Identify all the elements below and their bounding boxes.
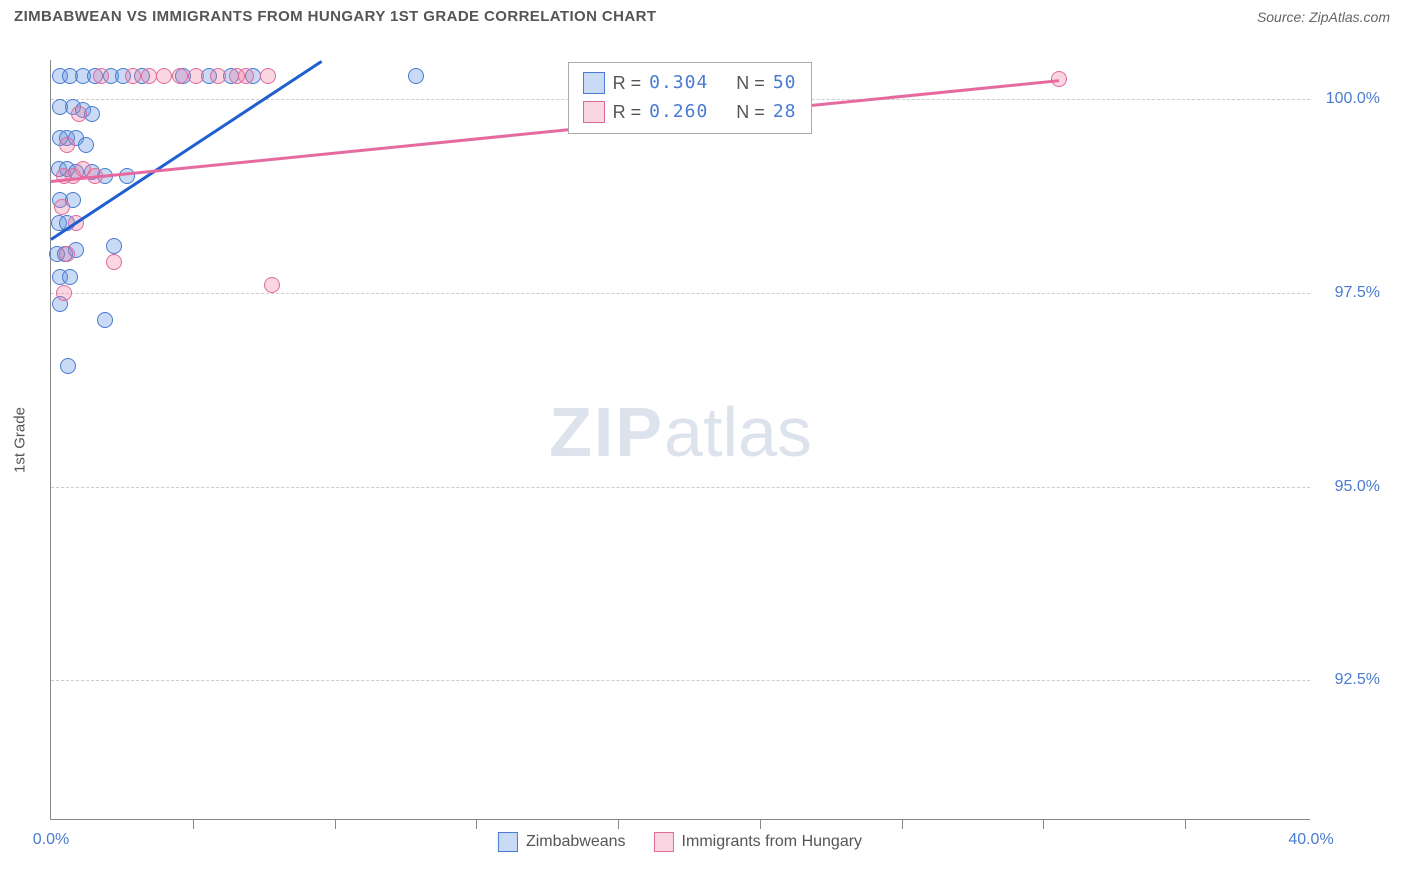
data-point — [59, 246, 75, 262]
x-tick — [618, 819, 619, 829]
legend-item: Zimbabweans — [498, 832, 626, 852]
legend-label: Immigrants from Hungary — [682, 833, 863, 851]
x-tick — [760, 819, 761, 829]
legend-item: Immigrants from Hungary — [654, 832, 863, 852]
stats-swatch — [583, 101, 605, 123]
bottom-legend: Zimbabweans Immigrants from Hungary — [498, 832, 862, 852]
y-axis-label: 1st Grade — [12, 407, 29, 473]
chart-title: ZIMBABWEAN VS IMMIGRANTS FROM HUNGARY 1S… — [14, 8, 656, 25]
data-point — [188, 68, 204, 84]
title-bar: ZIMBABWEAN VS IMMIGRANTS FROM HUNGARY 1S… — [0, 0, 1406, 33]
data-point — [106, 254, 122, 270]
stats-row: R =0.260 N = 28 — [583, 98, 797, 127]
plot-container: 1st Grade ZIPatlas 92.5%95.0%97.5%100.0%… — [50, 60, 1310, 820]
data-point — [62, 269, 78, 285]
source-label: Source: ZipAtlas.com — [1257, 9, 1390, 25]
stats-swatch — [583, 72, 605, 94]
data-point — [54, 199, 70, 215]
data-point — [78, 137, 94, 153]
watermark-bold: ZIP — [549, 393, 664, 471]
data-point — [210, 68, 226, 84]
x-tick — [1185, 819, 1186, 829]
data-point — [56, 285, 72, 301]
data-point — [125, 68, 141, 84]
x-tick — [1043, 819, 1044, 829]
data-point — [106, 238, 122, 254]
gridline-h — [51, 680, 1310, 681]
data-point — [264, 277, 280, 293]
stats-r-value: 0.304 — [649, 69, 708, 98]
stats-box: R =0.304 N = 50 R =0.260 N = 28 — [568, 62, 812, 134]
gridline-h — [51, 293, 1310, 294]
stats-n-value: 28 — [773, 98, 797, 127]
data-point — [97, 312, 113, 328]
legend-label: Zimbabweans — [526, 833, 626, 851]
stats-n-value: 50 — [773, 69, 797, 98]
x-tick — [902, 819, 903, 829]
stats-row: R =0.304 N = 50 — [583, 69, 797, 98]
data-point — [172, 68, 188, 84]
plot-area: ZIPatlas 92.5%95.0%97.5%100.0%0.0%40.0%R… — [50, 60, 1310, 820]
data-point — [71, 106, 87, 122]
legend-swatch — [498, 832, 518, 852]
data-point — [119, 168, 135, 184]
y-tick-label: 97.5% — [1320, 284, 1380, 302]
data-point — [60, 358, 76, 374]
data-point — [59, 137, 75, 153]
watermark-light: atlas — [664, 393, 812, 471]
data-point — [238, 68, 254, 84]
data-point — [93, 68, 109, 84]
legend-swatch — [654, 832, 674, 852]
stats-r-value: 0.260 — [649, 98, 708, 127]
data-point — [141, 68, 157, 84]
data-point — [408, 68, 424, 84]
x-tick — [476, 819, 477, 829]
x-tick-label: 40.0% — [1288, 831, 1333, 849]
stats-n-label: N = — [736, 98, 765, 127]
watermark: ZIPatlas — [549, 392, 812, 472]
stats-r-label: R = — [613, 69, 642, 98]
y-tick-label: 100.0% — [1320, 90, 1380, 108]
y-tick-label: 95.0% — [1320, 478, 1380, 496]
x-tick — [335, 819, 336, 829]
stats-n-label: N = — [736, 69, 765, 98]
data-point — [260, 68, 276, 84]
gridline-h — [51, 487, 1310, 488]
trend-line — [51, 79, 1059, 183]
x-tick — [193, 819, 194, 829]
x-tick-label: 0.0% — [33, 831, 69, 849]
y-tick-label: 92.5% — [1320, 671, 1380, 689]
data-point — [156, 68, 172, 84]
stats-r-label: R = — [613, 98, 642, 127]
